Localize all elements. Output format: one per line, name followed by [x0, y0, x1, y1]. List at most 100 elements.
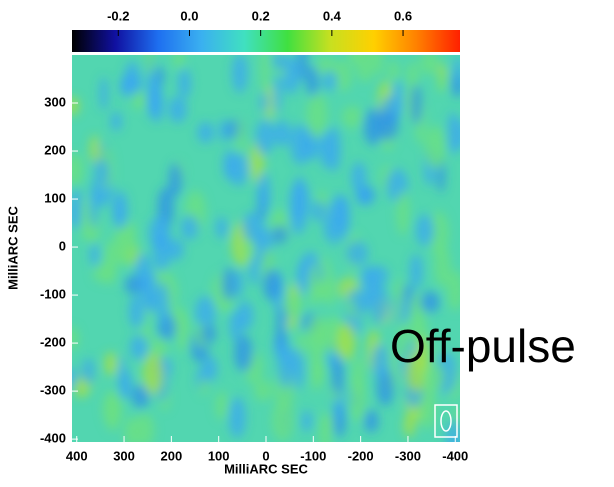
x-tick-label: -200: [348, 448, 374, 463]
noise-blob: [374, 55, 384, 77]
colorbar-tick-label: 0.2: [252, 8, 270, 23]
noise-blob: [201, 324, 217, 343]
noise-blob: [236, 118, 246, 155]
noise-blob: [234, 334, 253, 372]
noise-blob: [235, 268, 244, 298]
noise-blob: [260, 55, 271, 90]
noise-blob: [228, 397, 246, 438]
noise-blob: [231, 55, 248, 94]
y-axis-label: MilliARC SEC: [5, 206, 20, 290]
colorbar-tick-label: 0.6: [394, 8, 412, 23]
noise-blob: [447, 111, 459, 155]
noise-blob: [331, 357, 345, 395]
noise-blob: [148, 337, 169, 358]
noise-blob: [447, 270, 460, 311]
noise-blob: [263, 84, 275, 120]
noise-blob: [89, 185, 98, 229]
x-axis-label: MilliARC SEC: [224, 461, 308, 476]
noise-blob: [215, 391, 229, 420]
noise-blob: [129, 334, 149, 360]
x-tick-label: -300: [395, 448, 421, 463]
noise-blob: [354, 295, 367, 317]
noise-blob: [257, 172, 271, 213]
noise-blob: [397, 321, 410, 360]
noise-blob: [394, 278, 404, 311]
noise-blob: [116, 227, 137, 266]
noise-blob: [363, 108, 383, 146]
noise-blob: [219, 118, 228, 143]
noise-blob: [434, 247, 451, 287]
noise-blob: [236, 300, 254, 331]
noise-blob: [202, 356, 218, 382]
noise-blob: [168, 162, 182, 197]
noise-blob: [157, 281, 170, 326]
noise-blob: [419, 291, 440, 314]
beam-box: [434, 404, 458, 438]
noise-blob: [173, 55, 185, 70]
noise-blob: [453, 56, 460, 83]
noise-blob: [197, 121, 215, 144]
noise-blob: [131, 90, 149, 110]
y-tick-label: -100: [40, 287, 66, 302]
colorbar-tick-label: -0.2: [107, 8, 129, 23]
colorbar-tick-label: 0.4: [323, 8, 342, 23]
noise-blob: [168, 96, 187, 123]
noise-blob: [371, 344, 390, 379]
x-tick-label: 0: [262, 448, 269, 463]
noise-blob: [273, 120, 292, 147]
noise-blob: [89, 135, 101, 164]
noise-blob: [168, 238, 184, 261]
noise-blob: [112, 190, 128, 230]
x-tick-label: -400: [442, 448, 468, 463]
noise-blob: [351, 356, 365, 397]
noise-blob: [436, 73, 448, 93]
noise-blob: [110, 111, 122, 132]
noise-blob: [89, 242, 100, 267]
noise-blob: [323, 275, 336, 306]
noise-blob: [72, 96, 80, 116]
noise-blob: [105, 390, 121, 432]
noise-blob: [306, 92, 328, 139]
colorbar-tick-label: 0.0: [180, 8, 198, 23]
noise-blob: [336, 322, 357, 361]
noise-blob: [335, 195, 350, 241]
noise-blob: [255, 119, 274, 156]
noise-blob: [341, 105, 363, 129]
y-tick-label: 200: [44, 142, 66, 157]
noise-blob: [320, 130, 332, 169]
noise-blob: [307, 263, 320, 307]
noise-blob: [80, 195, 92, 240]
noise-blob: [363, 409, 379, 433]
noise-blob: [73, 378, 89, 398]
noise-blob: [272, 399, 294, 442]
noise-blob: [428, 211, 449, 257]
noise-blob: [403, 413, 416, 437]
noise-blob: [272, 55, 289, 70]
noise-blob: [409, 253, 423, 289]
noise-blob: [177, 68, 192, 99]
noise-blob: [310, 200, 326, 222]
noise: [72, 55, 460, 442]
noise-blob: [145, 55, 155, 77]
noise-blob: [387, 59, 400, 84]
noise-blob: [377, 110, 399, 141]
noise-blob: [282, 294, 303, 318]
noise-blob: [147, 288, 157, 315]
noise-blob: [322, 70, 338, 92]
noise-blob: [221, 267, 236, 301]
x-tick-label: 400: [66, 448, 88, 463]
colorbar: [72, 30, 460, 52]
noise-blob: [423, 362, 445, 393]
noise-blob: [72, 152, 84, 187]
y-tick-label: 100: [44, 190, 66, 205]
image: [72, 55, 460, 442]
noise-blob: [301, 410, 313, 432]
noise-blob: [271, 225, 288, 244]
noise-blob: [152, 229, 172, 272]
noise-blob: [124, 61, 140, 90]
noise-blob: [330, 224, 339, 247]
noise-blob: [334, 60, 352, 92]
noise-blob: [324, 412, 333, 435]
noise-blob: [180, 215, 199, 240]
